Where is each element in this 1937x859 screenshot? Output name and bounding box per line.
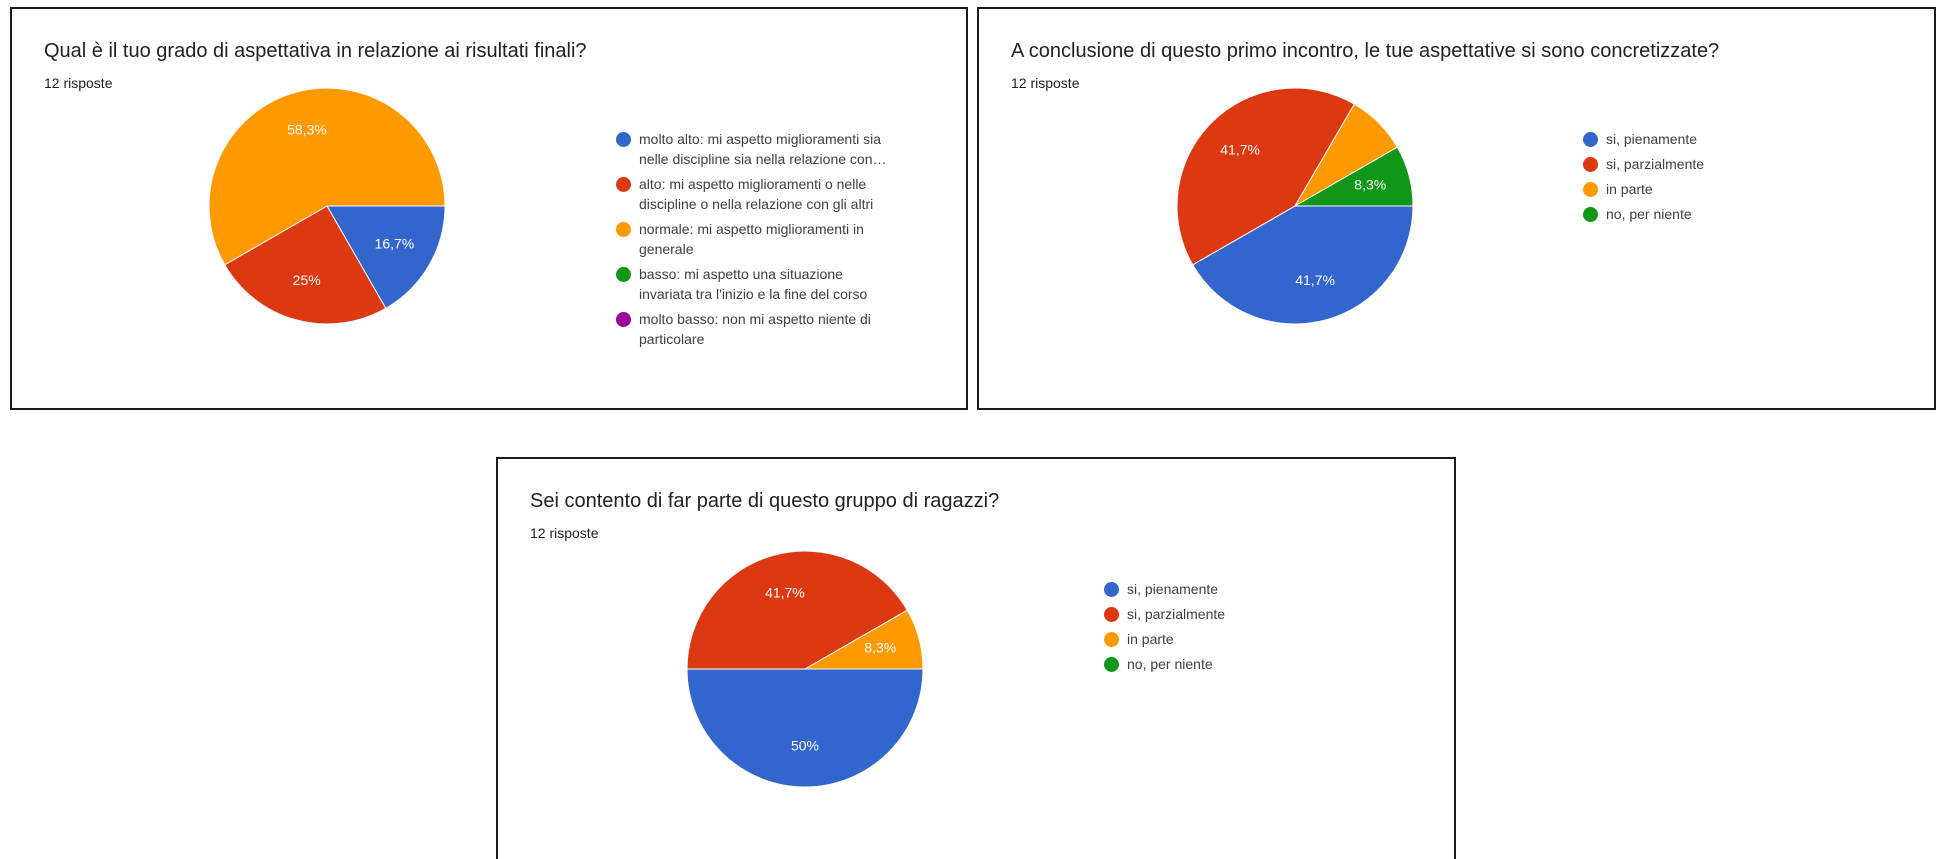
legend-item-basso[interactable]: basso: mi aspetto una situazione invaria… xyxy=(616,264,956,304)
legend-label-line1: molto alto: mi aspetto miglioramenti sia xyxy=(639,131,881,147)
slice-percent-label: 16,7% xyxy=(375,236,415,252)
legend-swatch xyxy=(616,222,631,237)
legend-swatch xyxy=(616,132,631,147)
response-count: 12 risposte xyxy=(530,525,599,541)
legend-swatch xyxy=(616,312,631,327)
slice-percent-label: 8,3% xyxy=(864,640,896,656)
legend-item-si-pienamente[interactable]: si, pienamente xyxy=(1104,579,1404,599)
legend-swatch xyxy=(616,267,631,282)
pie-chart: 41,7% 41,7% 8,3% xyxy=(1176,87,1414,325)
chart-title: A conclusione di questo primo incontro, … xyxy=(1011,40,1720,62)
legend-swatch xyxy=(1104,607,1119,622)
legend-item-alto[interactable]: alto: mi aspetto miglioramenti o nelle d… xyxy=(616,174,956,214)
pie-slice[interactable] xyxy=(1293,146,1414,207)
legend-item-si-parzialmente[interactable]: si, parzialmente xyxy=(1104,604,1404,624)
legend-swatch xyxy=(1104,657,1119,672)
chart-title: Qual è il tuo grado di aspettativa in re… xyxy=(44,40,587,62)
chart-card-contento-gruppo: Sei contento di far parte di questo grup… xyxy=(496,457,1456,859)
pie-slice[interactable] xyxy=(224,205,387,325)
response-count: 12 risposte xyxy=(44,75,113,91)
legend-item-in-parte[interactable]: in parte xyxy=(1583,179,1883,199)
legend-label: si, parzialmente xyxy=(1606,156,1705,172)
legend-label-line2: generale xyxy=(639,241,694,257)
legend-label-line1: molto basso: non mi aspetto niente di xyxy=(639,311,871,327)
legend-label: in parte xyxy=(1606,181,1653,197)
legend-item-molto-basso[interactable]: molto basso: non mi aspetto niente di pa… xyxy=(616,309,956,349)
chart-card-aspettative-concretizzate: A conclusione di questo primo incontro, … xyxy=(977,7,1936,410)
pie-slice[interactable] xyxy=(1176,87,1356,266)
legend-label: si, pienamente xyxy=(1606,131,1698,147)
chart-card-aspettativa: Qual è il tuo grado di aspettativa in re… xyxy=(10,7,968,410)
legend-item-in-parte[interactable]: in parte xyxy=(1104,629,1404,649)
legend-swatch xyxy=(1104,632,1119,647)
legend-item-si-parzialmente[interactable]: si, parzialmente xyxy=(1583,154,1883,174)
pie-slice[interactable] xyxy=(208,87,446,266)
legend-label-line1: basso: mi aspetto una situazione xyxy=(639,266,843,282)
legend-swatch xyxy=(616,177,631,192)
legend-label-line2: nelle discipline sia nella relazione con… xyxy=(639,151,887,167)
slice-percent-label: 41,7% xyxy=(1220,141,1260,157)
legend-label-line1: alto: mi aspetto miglioramenti o nelle xyxy=(639,176,867,192)
legend-label: no, per niente xyxy=(1127,656,1213,672)
response-count: 12 risposte xyxy=(1011,75,1080,91)
chart-title: Sei contento di far parte di questo grup… xyxy=(530,490,1000,512)
legend-swatch xyxy=(1583,182,1598,197)
pie-slice[interactable] xyxy=(1192,205,1414,325)
legend-swatch xyxy=(1583,132,1598,147)
chart-legend: si, pienamente si, parzialmente in parte… xyxy=(1583,129,1883,229)
slice-percent-label: 41,7% xyxy=(765,584,805,600)
legend-label: no, per niente xyxy=(1606,206,1692,222)
slice-percent-label: 25% xyxy=(293,272,321,288)
legend-label: si, pienamente xyxy=(1127,581,1219,597)
slice-percent-label: 8,3% xyxy=(1354,177,1386,193)
legend-item-no-per-niente[interactable]: no, per niente xyxy=(1583,204,1883,224)
legend-swatch xyxy=(1583,157,1598,172)
legend-swatch xyxy=(1104,582,1119,597)
chart-legend: si, pienamente si, parzialmente in parte… xyxy=(1104,579,1404,679)
legend-label-line1: normale: mi aspetto miglioramenti in xyxy=(639,221,864,237)
legend-item-molto-alto[interactable]: molto alto: mi aspetto miglioramenti sia… xyxy=(616,129,956,169)
legend-label: si, parzialmente xyxy=(1127,606,1226,622)
slice-percent-label: 58,3% xyxy=(287,121,327,137)
legend-item-normale[interactable]: normale: mi aspetto miglioramenti in gen… xyxy=(616,219,956,259)
slice-percent-label: 50% xyxy=(791,738,819,754)
legend-label-line2: discipline o nella relazione con gli alt… xyxy=(639,196,874,212)
legend-item-no-per-niente[interactable]: no, per niente xyxy=(1104,654,1404,674)
pie-slice[interactable] xyxy=(686,550,908,670)
pie-slice[interactable] xyxy=(803,609,924,670)
pie-chart: 50% 41,7% 8,3% xyxy=(686,550,924,788)
pie-chart: 16,7% 25% 58,3% xyxy=(208,87,446,325)
legend-label: in parte xyxy=(1127,631,1174,647)
chart-legend: molto alto: mi aspetto miglioramenti sia… xyxy=(616,129,956,354)
legend-item-si-pienamente[interactable]: si, pienamente xyxy=(1583,129,1883,149)
legend-label-line2: particolare xyxy=(639,331,705,347)
legend-label-line2: invariata tra l'inizio e la fine del cor… xyxy=(639,286,868,302)
pie-slice[interactable] xyxy=(326,205,446,309)
legend-swatch xyxy=(1583,207,1598,222)
pie-slice[interactable] xyxy=(686,668,924,788)
slice-percent-label: 41,7% xyxy=(1295,272,1335,288)
